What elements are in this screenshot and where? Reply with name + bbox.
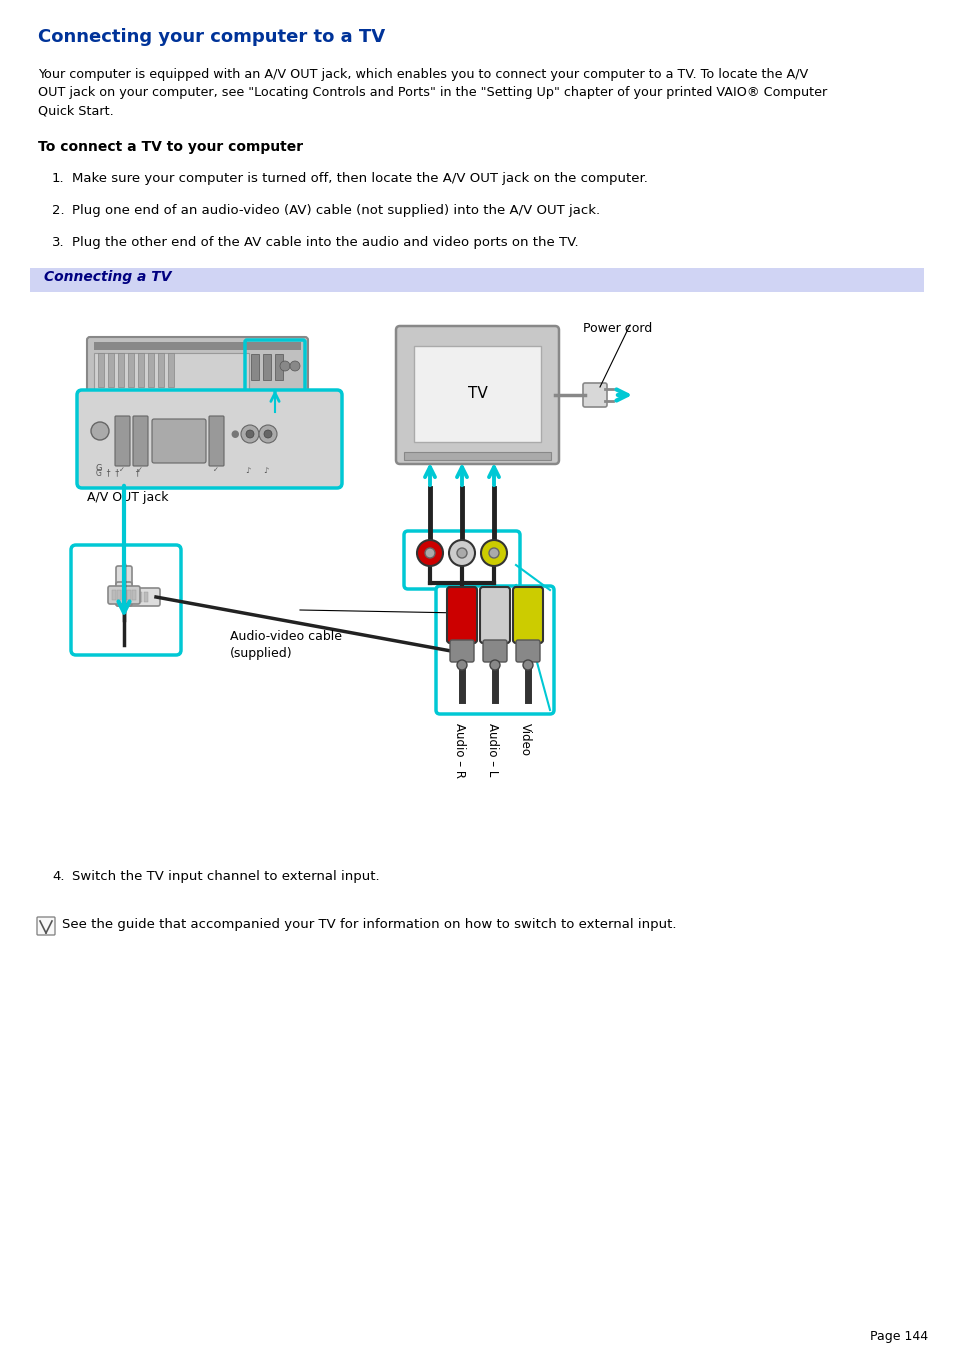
Circle shape xyxy=(416,540,442,566)
FancyBboxPatch shape xyxy=(116,566,132,590)
Circle shape xyxy=(449,540,475,566)
Bar xyxy=(94,342,301,350)
Text: Your computer is equipped with an A/V OUT jack, which enables you to connect you: Your computer is equipped with an A/V OU… xyxy=(38,68,807,81)
Text: Page 144: Page 144 xyxy=(869,1329,927,1343)
Bar xyxy=(30,267,923,292)
Circle shape xyxy=(258,426,276,443)
Text: Switch the TV input channel to external input.: Switch the TV input channel to external … xyxy=(71,870,379,884)
Bar xyxy=(120,592,124,603)
Bar xyxy=(148,353,153,386)
Text: ●: ● xyxy=(230,430,238,439)
Circle shape xyxy=(424,549,435,558)
Text: G  †  †       †: G † † † xyxy=(96,467,139,477)
Text: Audio – L: Audio – L xyxy=(485,723,498,777)
Circle shape xyxy=(241,426,258,443)
Text: Video: Video xyxy=(518,723,532,757)
Bar xyxy=(168,353,173,386)
Circle shape xyxy=(91,422,109,440)
Text: TV: TV xyxy=(467,385,487,400)
Text: Audio-video cable
(supplied): Audio-video cable (supplied) xyxy=(230,630,341,661)
FancyBboxPatch shape xyxy=(447,586,476,643)
Text: See the guide that accompanied your TV for information on how to switch to exter: See the guide that accompanied your TV f… xyxy=(62,917,676,931)
Circle shape xyxy=(456,661,467,670)
Circle shape xyxy=(522,661,533,670)
Text: To connect a TV to your computer: To connect a TV to your computer xyxy=(38,141,303,154)
FancyBboxPatch shape xyxy=(37,917,55,935)
FancyBboxPatch shape xyxy=(87,336,308,394)
Text: ✓: ✓ xyxy=(213,467,218,473)
Text: Plug the other end of the AV cable into the audio and video ports on the TV.: Plug the other end of the AV cable into … xyxy=(71,236,578,249)
Text: Plug one end of an audio-video (AV) cable (not supplied) into the A/V OUT jack.: Plug one end of an audio-video (AV) cabl… xyxy=(71,204,599,218)
FancyBboxPatch shape xyxy=(513,586,542,643)
FancyBboxPatch shape xyxy=(479,586,510,643)
Text: ♪: ♪ xyxy=(245,466,250,476)
Bar xyxy=(403,453,551,459)
Text: ✓: ✓ xyxy=(137,467,143,473)
Bar xyxy=(251,354,258,380)
Circle shape xyxy=(480,540,506,566)
Bar xyxy=(98,353,104,386)
Bar xyxy=(127,590,131,600)
Bar xyxy=(144,592,148,603)
Text: A/V OUT jack: A/V OUT jack xyxy=(87,490,169,504)
Circle shape xyxy=(490,661,499,670)
Bar xyxy=(118,353,124,386)
Text: ✓: ✓ xyxy=(119,467,125,473)
FancyBboxPatch shape xyxy=(209,416,224,466)
FancyBboxPatch shape xyxy=(152,419,206,463)
Bar xyxy=(94,353,249,389)
FancyBboxPatch shape xyxy=(395,326,558,463)
Text: Connecting your computer to a TV: Connecting your computer to a TV xyxy=(38,28,385,46)
Text: 2.: 2. xyxy=(52,204,65,218)
Bar xyxy=(132,590,136,600)
FancyBboxPatch shape xyxy=(116,588,160,607)
FancyBboxPatch shape xyxy=(77,390,341,488)
FancyBboxPatch shape xyxy=(582,382,606,407)
Bar xyxy=(117,590,121,600)
Circle shape xyxy=(489,549,498,558)
Text: Quick Start.: Quick Start. xyxy=(38,104,113,118)
Text: 4.: 4. xyxy=(52,870,65,884)
Bar xyxy=(263,354,271,380)
Text: Power cord: Power cord xyxy=(582,322,652,335)
Text: 1.: 1. xyxy=(52,172,65,185)
Bar xyxy=(158,353,164,386)
Bar xyxy=(126,592,130,603)
Bar xyxy=(122,590,126,600)
Bar xyxy=(112,590,116,600)
FancyBboxPatch shape xyxy=(436,586,554,713)
Text: Make sure your computer is turned off, then locate the A/V OUT jack on the compu: Make sure your computer is turned off, t… xyxy=(71,172,647,185)
Text: 3.: 3. xyxy=(52,236,65,249)
Bar xyxy=(414,346,540,442)
FancyBboxPatch shape xyxy=(116,582,132,607)
Bar xyxy=(108,353,113,386)
Text: G: G xyxy=(96,463,102,473)
Text: Connecting a TV: Connecting a TV xyxy=(44,270,172,284)
FancyBboxPatch shape xyxy=(482,640,506,662)
Circle shape xyxy=(280,361,290,372)
Circle shape xyxy=(290,361,299,372)
Bar xyxy=(128,353,133,386)
Bar xyxy=(138,353,144,386)
FancyBboxPatch shape xyxy=(450,640,474,662)
Text: Audio – R: Audio – R xyxy=(453,723,465,778)
Bar xyxy=(132,592,136,603)
FancyBboxPatch shape xyxy=(132,416,148,466)
Circle shape xyxy=(246,430,253,438)
FancyBboxPatch shape xyxy=(108,586,140,604)
Circle shape xyxy=(456,549,467,558)
Text: ♪: ♪ xyxy=(263,466,268,476)
Text: OUT jack on your computer, see "Locating Controls and Ports" in the "Setting Up": OUT jack on your computer, see "Locating… xyxy=(38,86,826,99)
Bar xyxy=(138,592,142,603)
Bar xyxy=(274,354,283,380)
FancyBboxPatch shape xyxy=(516,640,539,662)
Circle shape xyxy=(264,430,272,438)
FancyBboxPatch shape xyxy=(115,416,130,466)
